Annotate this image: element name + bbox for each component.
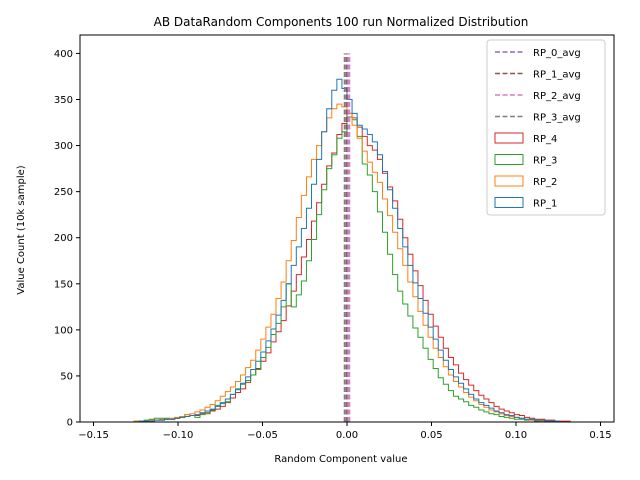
legend-label: RP_4 <box>533 134 557 145</box>
legend-item: RP_4 <box>494 132 557 145</box>
histogram-step-outline <box>93 78 601 423</box>
series-rp-3 <box>93 116 601 423</box>
x-tick-label: −0.15 <box>78 430 109 441</box>
y-tick-label: 50 <box>60 371 73 382</box>
legend-item: RP_1_avg <box>495 70 581 81</box>
legend-box-swatch <box>494 175 524 187</box>
series-layer <box>93 78 601 423</box>
y-tick-label: 350 <box>54 95 73 106</box>
y-tick-label: 100 <box>54 325 73 336</box>
legend-label: RP_3 <box>533 156 557 167</box>
average-lines-layer <box>343 53 351 422</box>
legend-item: RP_2 <box>494 175 557 188</box>
y-axis-ticks: 0 50 100 150 200 250 300 350 400 <box>54 49 80 429</box>
legend-box-swatch <box>494 154 524 165</box>
legend-label: RP_3_avg <box>533 113 581 124</box>
y-tick-label: 0 <box>67 418 73 429</box>
legend-box-swatch <box>494 132 524 144</box>
y-tick-label: 200 <box>54 233 73 244</box>
legend-frame <box>486 39 606 216</box>
y-tick-label: 250 <box>54 187 73 198</box>
y-tick-label: 150 <box>54 279 73 290</box>
legend-item: RP_0_avg <box>495 48 581 59</box>
legend-box-swatch <box>494 197 524 208</box>
legend-label: RP_2 <box>533 177 557 188</box>
legend-item: RP_3 <box>494 154 557 167</box>
legend: RP_0_avg RP_1_avg RP_2_avg RP_3_avg RP_4 RP_3… <box>486 39 606 216</box>
legend-label: RP_1 <box>533 199 557 210</box>
x-tick-label: 0.10 <box>505 430 527 441</box>
x-tick-label: −0.05 <box>247 430 278 441</box>
y-tick-label: 300 <box>54 141 73 152</box>
histogram-step-outline <box>93 116 601 423</box>
series-rp-1 <box>93 78 601 423</box>
y-axis-label: Value Count (10k sample) <box>16 165 27 294</box>
x-axis-ticks: −0.15 −0.10 −0.05 0.00 0.05 0.10 0.15 <box>78 422 612 441</box>
legend-item: RP_2_avg <box>495 91 581 102</box>
x-tick-label: −0.10 <box>163 430 194 441</box>
histogram-step-outline <box>93 103 601 423</box>
x-tick-label: 0.00 <box>336 430 358 441</box>
legend-label: RP_0_avg <box>533 48 581 59</box>
legend-item: RP_1 <box>494 197 557 210</box>
legend-label: RP_1_avg <box>533 70 581 81</box>
x-axis-label: Random Component value <box>274 454 407 465</box>
chart-title: AB DataRandom Components 100 run Normali… <box>154 15 529 29</box>
y-tick-label: 400 <box>54 49 73 60</box>
series-rp-2 <box>93 103 601 423</box>
legend-label: RP_2_avg <box>533 91 581 102</box>
legend-item: RP_3_avg <box>495 113 581 124</box>
x-tick-label: 0.15 <box>589 430 611 441</box>
x-tick-label: 0.05 <box>420 430 442 441</box>
